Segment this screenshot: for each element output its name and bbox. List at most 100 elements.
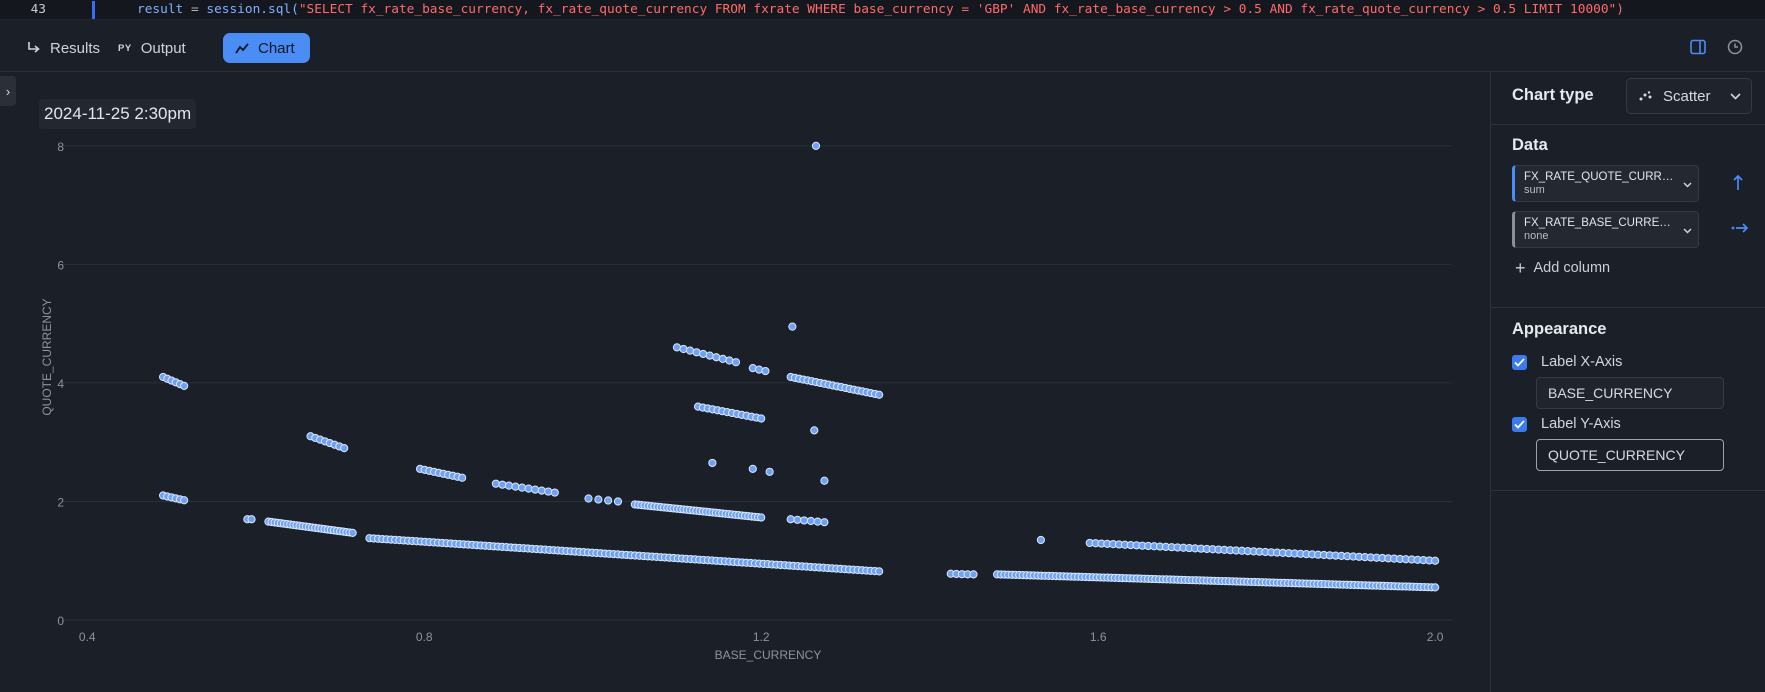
scatter-point xyxy=(731,358,741,367)
scatter-point xyxy=(800,516,809,525)
code-call: session.sql( xyxy=(206,2,299,17)
appearance-section: Appearance Label X-Axis Label Y-Axis xyxy=(1491,308,1765,491)
chart-title[interactable]: 2024-11-25 2:30pm xyxy=(39,99,197,129)
scatter-point xyxy=(813,517,822,526)
scatter-point xyxy=(180,496,189,505)
tab-chart[interactable]: Chart xyxy=(223,33,310,63)
line-chart-icon xyxy=(235,42,249,54)
y-column-pill[interactable]: FX_RATE_QUOTE_CURRENCY sum xyxy=(1512,165,1699,202)
chart-axes: 0 2 4 6 8 0.4 0.8 1.2 1.6 2.0 BASE_CURRENCY QUOTE_C… xyxy=(40,140,1444,662)
y-tick-label: 6 xyxy=(57,258,64,272)
label-x-axis-row[interactable]: Label X-Axis xyxy=(1512,354,1622,370)
y-axis-title: QUOTE_CURRENCY xyxy=(40,298,54,415)
scatter-point xyxy=(491,479,500,488)
panel-toggle-icon[interactable] xyxy=(1688,37,1708,57)
chevron-down-icon[interactable] xyxy=(1683,177,1692,191)
scatter-point xyxy=(1431,556,1440,565)
column-aggregation: sum xyxy=(1524,184,1545,196)
chevron-down-icon[interactable] xyxy=(1683,223,1692,237)
scatter-point xyxy=(180,381,189,390)
scatter-point xyxy=(498,480,507,489)
data-section: Data FX_RATE_QUOTE_CURRENCY sum FX_RATE_… xyxy=(1491,125,1765,308)
return-arrow-icon xyxy=(26,41,41,55)
scatter-point xyxy=(788,322,797,331)
scatter-point xyxy=(604,496,613,505)
scatter-point xyxy=(613,497,623,506)
scatter-point xyxy=(679,344,688,354)
data-heading: Data xyxy=(1512,136,1548,154)
add-column-label: Add column xyxy=(1533,260,1611,276)
tab-results-label: Results xyxy=(50,39,101,57)
y-tick-label: 2 xyxy=(57,495,64,509)
chart-config-panel: Chart type Scatter Data FX_RATE_QUOTE_CU… xyxy=(1490,72,1765,692)
line-number: 43 xyxy=(30,2,46,17)
scatter-point xyxy=(708,458,717,468)
appearance-heading: Appearance xyxy=(1512,320,1607,338)
chart-points xyxy=(158,141,1440,592)
code-editor-strip[interactable]: 43 result = session.sql("SELECT fx_rate_… xyxy=(0,0,1765,20)
chart-type-value: Scatter xyxy=(1663,87,1711,105)
arrow-up-icon[interactable] xyxy=(1731,173,1745,195)
scatter-point xyxy=(692,348,701,357)
scatter-point xyxy=(793,515,802,524)
scatter-point xyxy=(757,513,766,522)
scatter-point xyxy=(765,467,774,476)
scatter-point xyxy=(511,482,520,491)
tab-chart-label: Chart xyxy=(258,39,295,57)
scatter-point xyxy=(531,485,540,494)
y-tick-label: 4 xyxy=(57,377,64,391)
x-tick-label: 2.0 xyxy=(1427,630,1444,644)
y-tick-label: 8 xyxy=(57,140,64,154)
tab-output[interactable]: PY Output xyxy=(106,33,198,63)
label-y-axis-row[interactable]: Label Y-Axis xyxy=(1512,416,1621,432)
x-tick-label: 1.2 xyxy=(753,630,770,644)
history-clock-icon[interactable] xyxy=(1725,37,1745,57)
label-y-axis-text: Label Y-Axis xyxy=(1541,416,1621,432)
tab-output-label: Output xyxy=(140,39,186,57)
x-tick-label: 0.8 xyxy=(416,630,433,644)
scatter-point xyxy=(594,495,603,504)
x-column-pill[interactable]: FX_RATE_BASE_CURRENCY none xyxy=(1512,211,1699,248)
scatter-point xyxy=(806,516,816,526)
scatter-point xyxy=(699,349,708,359)
scatter-point xyxy=(705,351,714,360)
scatter-point xyxy=(340,444,349,453)
scatter-point xyxy=(524,484,533,493)
scatter-point xyxy=(718,354,727,363)
add-column-button[interactable]: + Add column xyxy=(1515,259,1611,277)
scatter-point xyxy=(761,366,770,376)
code-sql-string: "SELECT fx_rate_base_currency, fx_rate_q… xyxy=(298,2,1624,17)
arrow-right-icon[interactable] xyxy=(1731,221,1749,239)
scatter-point xyxy=(584,494,593,503)
chart-grid xyxy=(62,145,1452,621)
scatter-point xyxy=(820,518,829,527)
scatter-icon xyxy=(1639,88,1653,105)
active-cell-indicator xyxy=(92,1,95,19)
label-y-axis-checkbox[interactable] xyxy=(1512,416,1527,432)
label-x-axis-checkbox[interactable] xyxy=(1512,354,1527,370)
code-text[interactable]: result = session.sql("SELECT fx_rate_bas… xyxy=(137,1,1624,19)
x-axis-label-input[interactable] xyxy=(1536,377,1724,409)
column-aggregation: none xyxy=(1524,230,1549,242)
scatter-point xyxy=(712,353,721,362)
scatter-point xyxy=(685,346,695,355)
scatter-chart[interactable]: 0 2 4 6 8 0.4 0.8 1.2 1.6 2.0 BASE_CURRENCY QUOTE_C… xyxy=(0,72,1490,692)
scatter-point xyxy=(725,356,734,365)
scatter-point xyxy=(811,141,821,150)
sidebar-expand-handle[interactable]: › xyxy=(0,76,16,106)
scatter-point xyxy=(757,414,766,423)
scatter-point xyxy=(458,473,467,482)
y-tick-label: 0 xyxy=(57,614,64,628)
y-axis-label-input[interactable] xyxy=(1536,439,1724,471)
chevron-right-icon: › xyxy=(5,83,11,99)
scatter-point xyxy=(517,483,527,492)
chart-type-heading: Chart type xyxy=(1512,86,1594,104)
chart-type-select[interactable]: Scatter xyxy=(1626,78,1752,114)
result-tabs-bar: Results PY Output Chart xyxy=(0,20,1765,72)
scatter-point xyxy=(820,476,829,485)
tab-results[interactable]: Results xyxy=(14,33,112,63)
code-operator: = xyxy=(183,2,207,17)
code-variable: result xyxy=(137,2,184,17)
scatter-point xyxy=(504,481,514,490)
